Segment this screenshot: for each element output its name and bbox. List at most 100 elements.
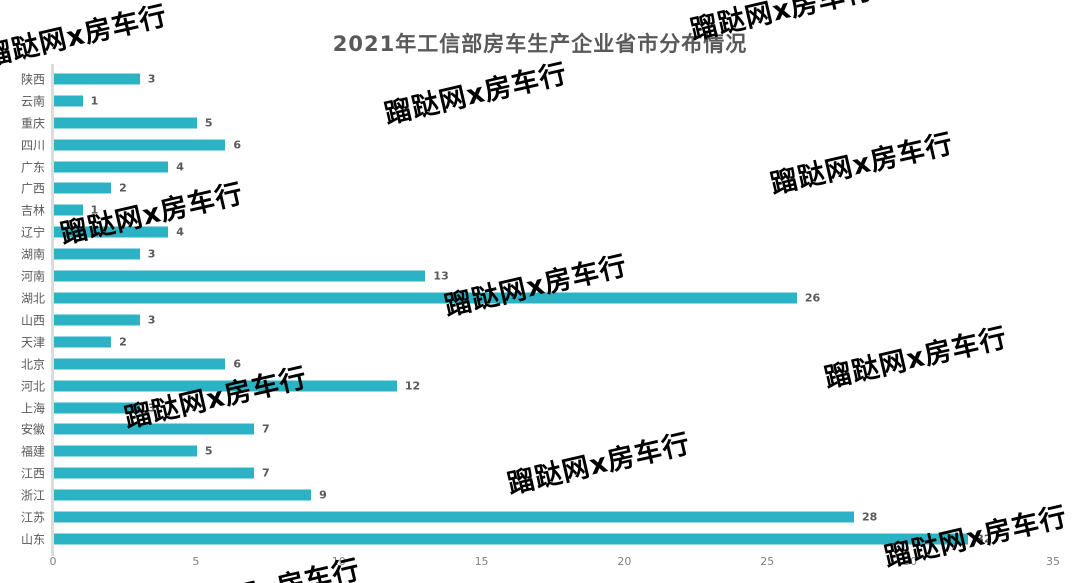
value-label: 1 [90,94,99,108]
value-label: 28 [862,510,878,524]
bar [54,270,426,282]
table-row: 河南 13 [21,265,1053,287]
table-row: 安徽 7 [21,419,1053,441]
value-label: 7 [262,466,270,480]
category-label: 福建 [20,444,45,459]
category-label: 吉林 [20,203,45,218]
plot-area: 陕西 3 云南 1 重庆 5 四川 6 广东 4 广西 2 吉林 1 辽宁 4 湖南 3 河南 13 湖北 26 山西 3 天津… [21,64,1060,568]
category-label: 河南 [20,269,45,284]
x-axis-tick: 10 [331,555,346,568]
category-label: 山东 [20,532,45,547]
bar [54,423,254,435]
value-label: 3 [147,72,156,86]
bar [54,358,226,370]
table-row: 四川 6 [21,134,1053,156]
value-label: 3 [147,313,156,327]
value-label: 32 [976,532,992,546]
category-label: 天津 [20,335,45,350]
bar [54,292,797,304]
table-row: 北京 6 [21,353,1053,375]
table-row: 重庆 5 [21,112,1053,134]
table-row: 云南 1 [21,90,1053,112]
bar [54,73,140,85]
table-row: 吉林 1 [21,199,1053,221]
category-label: 广西 [20,181,45,196]
category-label: 湖北 [20,291,45,306]
table-row: 天津 2 [21,331,1053,353]
x-axis-tick: 35 [1046,555,1060,568]
table-row: 河北 12 [21,375,1053,397]
category-label: 广东 [20,160,45,175]
bar [54,445,197,457]
value-label: 13 [433,269,449,283]
bar [54,380,397,392]
category-label: 重庆 [20,116,45,131]
value-label: 7 [262,422,270,436]
y-axis-line [51,64,54,556]
value-label: 2 [119,335,127,349]
value-label: 6 [233,138,242,152]
value-label: 6 [233,357,242,371]
bar [54,336,112,348]
x-axis-tick: 5 [192,555,200,568]
table-row: 江苏 28 [21,506,1053,528]
category-label: 江西 [20,466,45,481]
value-label: 4 [176,225,184,239]
table-row: 浙江 9 [21,484,1053,506]
bar [54,489,312,501]
category-label: 北京 [20,357,45,372]
value-label: 9 [319,488,327,502]
x-axis-tick: 20 [617,555,632,568]
category-label: 辽宁 [20,225,45,240]
category-label: 江苏 [20,510,45,525]
x-axis: 0 5 10 15 20 25 30 35 [49,555,1061,573]
category-label: 云南 [20,94,45,109]
bar [54,204,83,216]
bar [54,117,197,129]
x-axis-tick: 15 [474,555,489,568]
bar [54,182,112,194]
bar [54,248,140,260]
table-row: 广西 2 [21,178,1053,200]
value-label: 3 [147,401,156,415]
value-label: 1 [90,203,99,217]
value-label: 5 [204,116,213,130]
table-row: 上海 3 [21,397,1053,419]
value-label: 26 [804,291,821,305]
table-row: 山东 32 [21,528,1053,550]
x-axis-tick: 25 [760,555,775,568]
bar [54,402,140,414]
table-row: 湖南 3 [21,243,1053,265]
table-row: 广东 4 [21,156,1053,178]
category-label: 浙江 [20,488,45,503]
chart-title: 2021年工信部房车生产企业省市分布情况 [332,32,748,56]
x-axis-tick: 30 [903,555,918,568]
x-axis-tick: 0 [49,555,57,568]
category-label: 安徽 [20,422,45,437]
table-row: 福建 5 [21,440,1053,462]
bar [54,161,169,173]
category-label: 上海 [20,401,45,416]
category-label: 陕西 [20,72,45,87]
value-label: 12 [404,379,421,393]
bar [54,533,969,545]
bar [54,95,83,107]
bar [54,139,226,151]
category-label: 四川 [20,138,45,153]
category-label: 河北 [20,379,45,394]
category-label: 山西 [20,313,45,328]
bar [54,226,169,238]
table-row: 辽宁 4 [21,221,1053,243]
table-row: 山西 3 [21,309,1053,331]
table-row: 江西 7 [21,462,1053,484]
table-row: 陕西 3 [21,68,1053,90]
bar [54,511,854,523]
value-label: 3 [147,247,156,261]
value-label: 5 [204,444,213,458]
bar [54,314,140,326]
bar [54,467,254,479]
value-label: 4 [176,160,184,174]
category-label: 湖南 [20,247,45,262]
value-label: 2 [119,181,127,195]
